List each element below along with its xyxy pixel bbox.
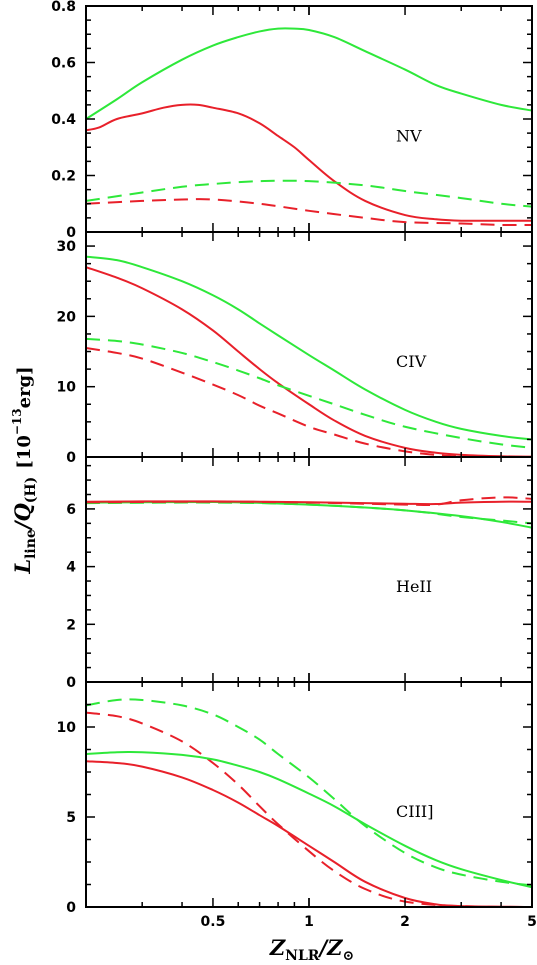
series-red-dashed [86, 198, 532, 227]
y-axis-title: Lline/Q(H) [10−13erg] [10, 366, 39, 574]
x-tick-label: 5 [527, 914, 537, 930]
series-group [86, 698, 532, 907]
series-red-dashed [86, 347, 532, 457]
y-tick-label: 0.6 [51, 56, 76, 72]
panel-label: CIV [396, 352, 427, 371]
series-red-dashed [86, 496, 532, 507]
series-red-solid [86, 103, 532, 222]
series-green-dashed [86, 698, 532, 887]
series-green-solid [86, 27, 532, 120]
x-title-sun: ⊙ [342, 948, 354, 964]
series-red-solid [86, 266, 532, 457]
y-tick-label: 0.2 [51, 169, 76, 185]
panel-label: HeII [396, 577, 432, 596]
y-title-sep: /Q [10, 503, 35, 531]
panel-frame [85, 456, 533, 683]
y-tick-label: 20 [57, 309, 77, 325]
y-tick-label: 10 [57, 380, 77, 396]
series-red-dashed [86, 711, 532, 907]
y-title-unit-exp: −13 [10, 408, 24, 435]
panel-civ: 0 10 20 30 CIV [57, 231, 533, 466]
y-tick-label: 6 [66, 502, 76, 518]
series-group [86, 255, 532, 457]
panel-ciii: 0 5 10 CIII] [57, 681, 533, 916]
y-tick-label: 30 [57, 239, 77, 255]
y-title-unit-open: [10 [14, 435, 35, 469]
x-title-sep: /Z [317, 935, 343, 960]
x-tick-label: 2 [400, 914, 410, 930]
series-group [86, 496, 532, 529]
panel-label: NV [396, 127, 422, 146]
panel-label: CIII] [396, 802, 433, 821]
series-green-dashed [86, 179, 532, 208]
x-title-sub: NLR [285, 948, 320, 964]
series-green-solid [86, 500, 532, 529]
series-green-solid [86, 750, 532, 889]
chart-panels: 0 0.2 0.4 0.6 0.8 NV 0 10 20 30 CIV 0 2 4 6 HeII 0 5 10 CII… [51, 0, 533, 916]
x-axis-title: ZNLR/Z⊙ [269, 935, 354, 964]
x-axis: 0.5 1 2 5 [201, 914, 537, 930]
y-tick-label: 10 [57, 720, 77, 736]
y-tick-label: 0 [66, 900, 76, 916]
series-green-dashed [86, 337, 532, 449]
y-tick-label: 2 [66, 617, 76, 633]
y-title-sub: line [23, 529, 39, 559]
y-title-main: L [10, 559, 35, 575]
series-red-solid [86, 500, 532, 506]
x-tick-label: 0.5 [201, 914, 226, 930]
series-green-dashed [86, 501, 532, 525]
y-tick-label: 0.8 [51, 0, 76, 15]
series-green-solid [86, 255, 532, 441]
y-tick-label: 5 [66, 810, 76, 826]
y-tick-label: 0 [66, 675, 76, 691]
y-tick-label: 4 [66, 560, 76, 576]
panel-nv: 0 0.2 0.4 0.6 0.8 NV [51, 0, 533, 241]
y-title-q-sub: (H) [23, 477, 39, 503]
y-tick-label: 0 [66, 225, 76, 241]
y-tick-label: 0.4 [51, 112, 76, 128]
panel-heii: 0 2 4 6 HeII [66, 456, 533, 691]
panel-frame [85, 231, 533, 458]
series-red-solid [86, 760, 532, 907]
x-tick-label: 1 [304, 914, 314, 930]
series-group [86, 27, 532, 227]
y-title-unit-close: erg] [14, 366, 35, 408]
x-title-main: Z [269, 935, 286, 960]
y-tick-label: 0 [66, 450, 76, 466]
